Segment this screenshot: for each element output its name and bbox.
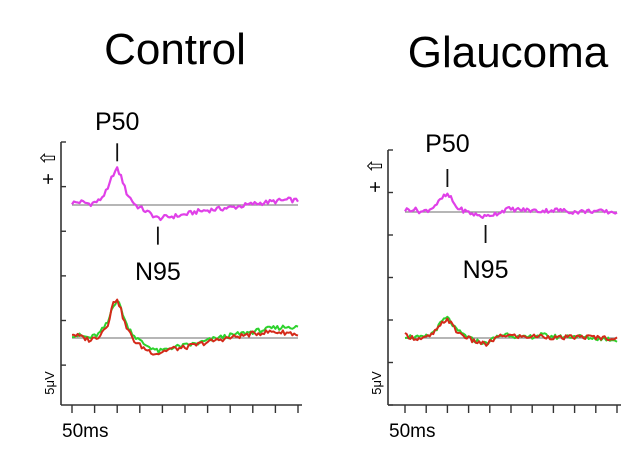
run-trace-green — [404, 315, 618, 346]
peak-label-p50: P50 — [425, 130, 469, 158]
run-trace-red — [71, 298, 299, 356]
x-axis-scale-label: 50ms — [62, 421, 108, 442]
averaged-trace-magenta — [404, 192, 618, 219]
polarity-plus-sign: + — [365, 181, 387, 193]
x-axis-scale-label: 50ms — [389, 421, 435, 442]
polarity-marker: ⇧+ — [365, 158, 387, 193]
polarity-arrow-icon: ⇧ — [38, 150, 60, 167]
peak-label-p50: P50 — [95, 108, 139, 136]
panel-title: Control — [104, 25, 246, 74]
peak-label-n95: N95 — [463, 256, 509, 284]
run-trace-red — [404, 317, 618, 347]
polarity-marker: ⇧+ — [38, 150, 60, 185]
peak-label-n95: N95 — [135, 258, 181, 286]
panel-title: Glaucoma — [408, 28, 609, 77]
polarity-plus-sign: + — [38, 173, 60, 185]
y-axis-unit-label: 5μV — [42, 371, 57, 395]
averaged-trace-magenta — [71, 166, 299, 222]
y-axis-unit-label: 5μV — [369, 371, 384, 395]
polarity-arrow-icon: ⇧ — [365, 158, 387, 175]
